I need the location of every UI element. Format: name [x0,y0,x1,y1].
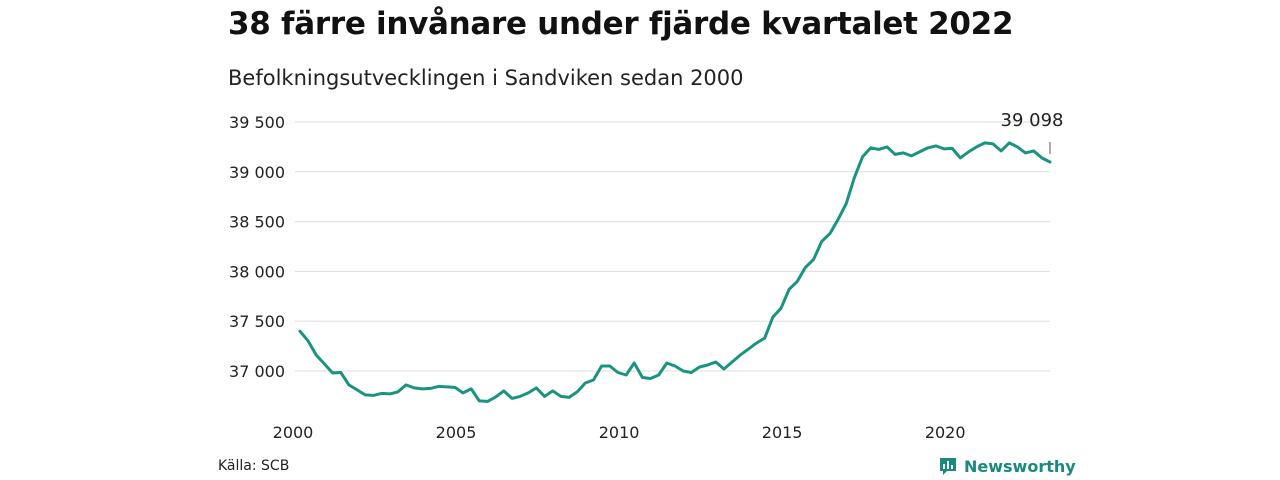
x-tick-label: 2005 [436,423,477,442]
gridlines [295,121,1050,372]
bar-chart-speech-bubble-icon [940,458,956,475]
y-tick-label: 37 000 [229,362,285,381]
source-note: Källa: SCB [218,458,290,474]
x-tick-label: 2010 [599,423,640,442]
x-tick-label: 2015 [762,423,803,442]
y-tick-label: 38 500 [229,213,285,232]
y-tick-label: 39 500 [229,113,285,132]
x-axis-tick-labels: 2000 2005 2010 2015 2020 [273,423,966,442]
x-tick-label: 2020 [925,423,966,442]
chart-title: 38 färre invånare under fjärde kvartalet… [228,6,1014,42]
y-tick-label: 38 000 [229,262,285,281]
chart-subtitle: Befolkningsutvecklingen i Sandviken seda… [228,66,744,90]
brand-name: Newsworthy [964,456,1076,476]
y-axis-tick-labels: 37 000 37 500 38 000 38 500 39 000 39 500 [229,113,285,381]
y-tick-label: 37 500 [229,312,285,331]
x-tick-label: 2000 [273,423,314,442]
y-tick-label: 39 000 [229,163,285,182]
population-series-line [298,141,1052,403]
end-value-label: 39 098 [1001,110,1064,131]
brand-logo: Newsworthy [938,456,1076,476]
